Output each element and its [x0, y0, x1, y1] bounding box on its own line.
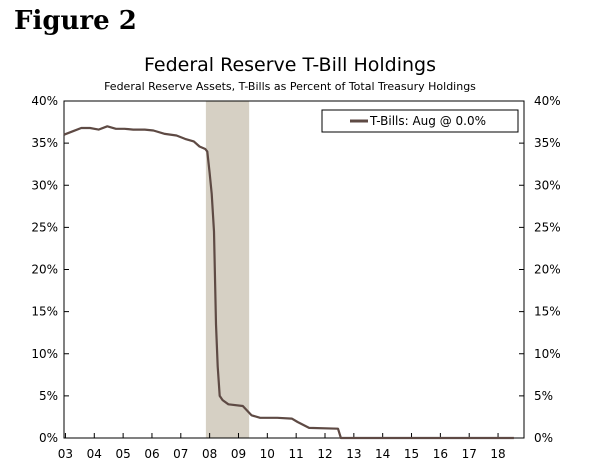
- y-tick-label-right: 5%: [534, 389, 553, 403]
- y-tick-label-right: 10%: [534, 347, 561, 361]
- series-layer: [63, 125, 514, 440]
- x-axis-ticks: 03 04 05 06 07 08 09 10 11 12 13 14 15 16 17 18: [58, 433, 506, 461]
- x-tick-label: 13: [346, 447, 361, 461]
- y-tick-label-left: 25%: [31, 220, 58, 234]
- y-tick-label-right: 15%: [534, 305, 561, 319]
- x-tick-label: 16: [433, 447, 448, 461]
- y-tick-label-right: 30%: [534, 178, 561, 192]
- y-tick-label-right: 25%: [534, 220, 561, 234]
- x-tick-label: 06: [144, 447, 159, 461]
- y-tick-label-right: 35%: [534, 136, 561, 150]
- legend-box: [321, 109, 519, 133]
- left-axis-ticks: 0% 5% 10% 15% 20% 25% 30% 35% 40%: [31, 94, 69, 445]
- recession-shading-layer: [205, 101, 250, 438]
- x-tick-label: 15: [404, 447, 419, 461]
- x-tick-label: 09: [231, 447, 246, 461]
- x-tick-label: 12: [317, 447, 332, 461]
- x-tick-label: 18: [490, 447, 505, 461]
- y-tick-label-left: 0%: [39, 431, 58, 445]
- y-tick-label-right: 0%: [534, 431, 553, 445]
- series-line-t-bills: [63, 125, 514, 440]
- recession-shading: [205, 101, 250, 438]
- y-tick-label-left: 30%: [31, 178, 58, 192]
- chart-title: Federal Reserve T-Bill Holdings: [144, 54, 436, 76]
- x-tick-label: 11: [289, 447, 304, 461]
- chart-subtitle: Federal Reserve Assets, T-Bills as Perce…: [104, 80, 476, 93]
- legend-label: T-Bills: Aug @ 0.0%: [369, 114, 486, 128]
- x-tick-label: 10: [260, 447, 275, 461]
- legend: T-Bills: Aug @ 0.0%: [321, 109, 519, 133]
- y-tick-label-left: 40%: [31, 94, 58, 108]
- x-tick-label: 05: [115, 447, 130, 461]
- x-tick-label: 03: [58, 447, 73, 461]
- x-tick-label: 07: [173, 447, 188, 461]
- figure-label: Figure 2: [14, 6, 137, 36]
- y-tick-label-left: 15%: [31, 305, 58, 319]
- y-tick-label-left: 35%: [31, 136, 58, 150]
- y-tick-label-left: 20%: [31, 263, 58, 277]
- right-axis-ticks: 0% 5% 10% 15% 20% 25% 30% 35% 40%: [519, 94, 561, 445]
- x-tick-label: 08: [202, 447, 217, 461]
- y-tick-label-right: 20%: [534, 263, 561, 277]
- y-tick-label-left: 5%: [39, 389, 58, 403]
- y-tick-label-right: 40%: [534, 94, 561, 108]
- plot-frame: [63, 100, 525, 439]
- x-tick-label: 17: [462, 447, 477, 461]
- x-tick-label: 14: [375, 447, 390, 461]
- x-tick-label: 04: [87, 447, 102, 461]
- y-tick-label-left: 10%: [31, 347, 58, 361]
